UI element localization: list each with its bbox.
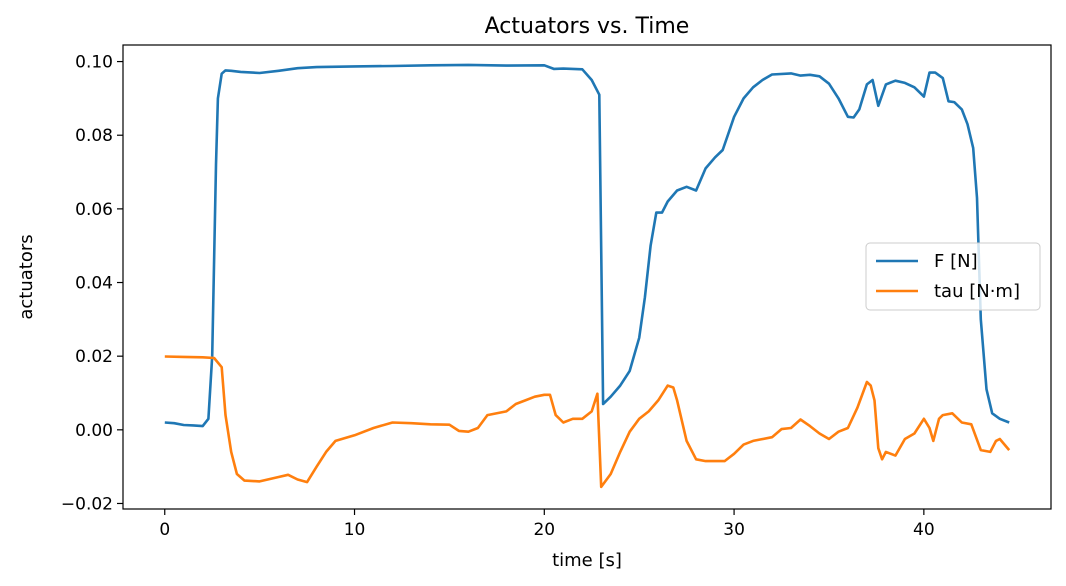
y-tick-label: 0.02 <box>75 347 113 367</box>
x-tick-label: 30 <box>723 520 745 540</box>
y-tick-label: 0.06 <box>75 200 113 220</box>
x-tick-label: 20 <box>533 520 555 540</box>
x-axis: 0 10 20 30 40 <box>159 509 935 540</box>
x-tick-label: 40 <box>913 520 935 540</box>
y-tick-label: −0.02 <box>61 494 113 514</box>
x-tick-label: 0 <box>159 520 170 540</box>
legend-label-tau: tau [N·m] <box>934 281 1020 302</box>
plot-lines <box>164 63 1011 489</box>
chart-title: Actuators vs. Time <box>485 14 690 39</box>
y-tick-label: 0.00 <box>75 421 113 441</box>
legend-label-f: F [N] <box>934 251 978 272</box>
y-axis: −0.02 0.00 0.02 0.04 0.06 0.08 0.10 <box>61 53 123 514</box>
plot-frame <box>122 44 1052 510</box>
y-tick-label: 0.10 <box>75 53 113 73</box>
series-line-0 <box>164 63 1010 428</box>
y-tick-label: 0.04 <box>75 274 113 294</box>
legend: F [N] tau [N·m] <box>865 242 1041 311</box>
y-tick-label: 0.08 <box>75 126 113 146</box>
x-tick-label: 10 <box>344 520 366 540</box>
series-line-1 <box>164 355 1011 489</box>
y-axis-label: actuators <box>16 234 37 319</box>
x-axis-label: time [s] <box>552 550 622 571</box>
